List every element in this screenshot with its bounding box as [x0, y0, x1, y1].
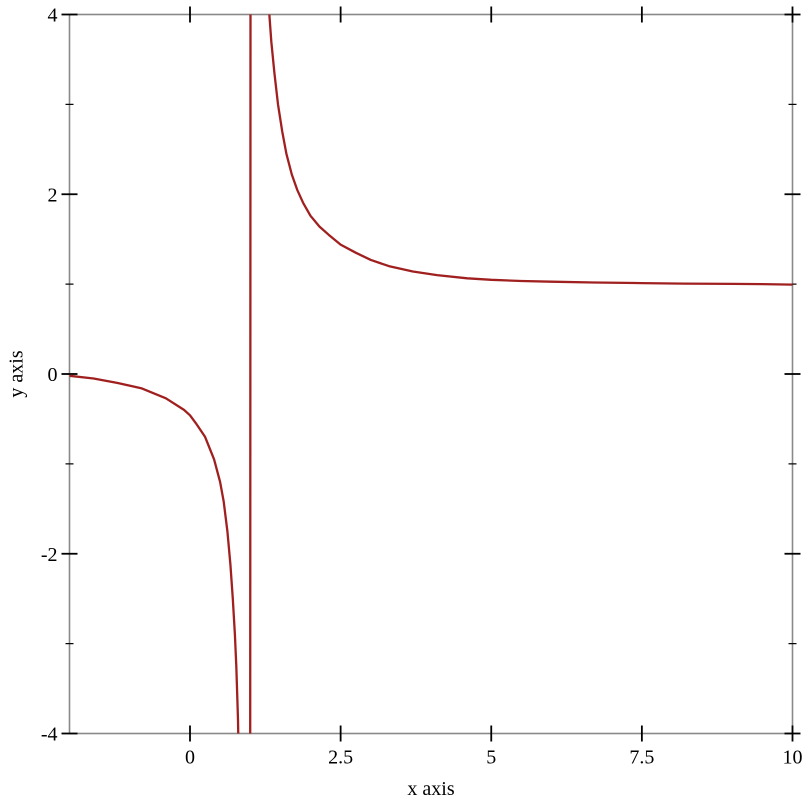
x-tick-label: 7.5 — [629, 747, 654, 769]
function-curve — [69, 374, 240, 734]
function-curve — [268, 14, 793, 286]
x-tick-label: 5 — [486, 747, 496, 769]
y-tick-label: -4 — [41, 724, 58, 746]
plot-frame — [68, 13, 794, 735]
x-axis-title: x axis — [407, 778, 455, 800]
tick-marks — [61, 6, 801, 742]
x-tick-label: 0 — [185, 747, 195, 769]
y-axis-title: y axis — [5, 350, 28, 398]
x-tick-label: 10 — [783, 747, 803, 769]
y-tick-label: -2 — [41, 544, 58, 566]
y-tick-label: 0 — [48, 364, 58, 386]
tick-labels: 0 2.5 5 7.5 10 4 2 0 -2 -4 — [41, 5, 803, 769]
y-tick-label: 2 — [48, 184, 58, 206]
y-tick-label: 4 — [48, 5, 58, 27]
x-tick-label: 2.5 — [328, 747, 353, 769]
